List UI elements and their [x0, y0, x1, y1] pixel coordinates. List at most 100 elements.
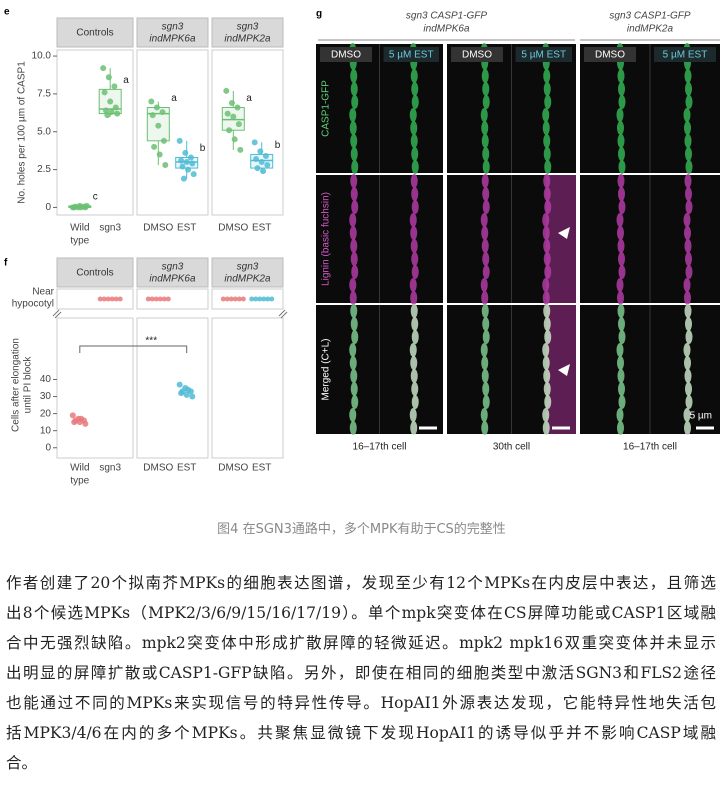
x-tick-label: DMSO — [143, 223, 173, 234]
data-point — [149, 112, 156, 119]
cell — [618, 330, 626, 344]
data-point — [69, 412, 76, 419]
y-axis-label: Cells after elongation — [11, 338, 22, 432]
cell — [616, 343, 624, 357]
condition-tag — [451, 47, 503, 62]
data-point — [185, 386, 192, 393]
cell — [349, 343, 357, 357]
cell — [411, 82, 419, 96]
cell — [543, 174, 551, 188]
cell — [617, 291, 624, 305]
text-line: 括MPK3/4/6在内的多个MPKs。共聚焦显微镜下发现HopAI1的诱导似乎并… — [6, 724, 716, 742]
y-tick-label: 20 — [40, 408, 52, 419]
cell — [618, 395, 626, 409]
near-hypocotyl-marker — [113, 296, 119, 302]
data-point — [231, 136, 238, 143]
cell — [685, 147, 692, 161]
cell-position: 16–17th cell — [353, 442, 407, 453]
cell — [482, 82, 490, 96]
data-point — [176, 381, 183, 388]
text-line: 出8个候选MPKs（MPK2/3/6/9/15/16/17/19）。单个mpk突… — [6, 604, 716, 622]
cell — [543, 382, 551, 396]
data-point — [72, 203, 79, 210]
condition-tag — [654, 47, 716, 62]
cell — [481, 69, 489, 83]
y-tick-label: 0 — [45, 442, 51, 453]
cell — [544, 395, 552, 409]
panel-label: g — [316, 9, 322, 20]
data-point — [234, 104, 241, 111]
x-tick-label: EST — [252, 463, 271, 474]
cell — [350, 382, 358, 396]
cell — [618, 160, 626, 174]
cell — [542, 121, 550, 135]
cell — [685, 317, 692, 331]
cell — [411, 330, 419, 344]
cell — [543, 147, 551, 161]
cell — [482, 382, 490, 396]
x-tick-label: EST — [177, 223, 196, 234]
data-point — [108, 109, 115, 116]
data-point — [264, 162, 271, 169]
near-hypocotyl-marker — [240, 296, 246, 302]
data-point — [258, 159, 265, 166]
significance-letter: c — [93, 192, 98, 203]
plot-area — [56, 317, 134, 459]
text-line: 出明显的屏障扩散或CASP1-GFP缺陷。另外，即使在相同的细胞类型中激活SGN… — [6, 664, 716, 682]
data-point — [257, 148, 264, 155]
cell — [618, 147, 625, 161]
cell — [410, 369, 418, 383]
cell — [482, 160, 490, 174]
data-point — [260, 168, 267, 175]
cell — [481, 304, 489, 318]
near-hypocotyl-marker — [228, 296, 234, 302]
cell — [543, 317, 551, 331]
cell — [542, 343, 550, 357]
y-tick-label: 10.0 — [32, 51, 52, 62]
facet-header — [211, 257, 284, 288]
row-label: Merged (C+L) — [321, 339, 332, 401]
axis-break — [52, 309, 62, 319]
data-point — [251, 139, 258, 146]
cell — [480, 108, 488, 122]
data-point — [237, 146, 244, 153]
y-tick-label: 7.5 — [37, 89, 51, 100]
condition-tag-label: DMSO — [462, 50, 492, 61]
condition-tag-label: 5 µM EST — [521, 50, 566, 61]
cell — [349, 421, 357, 435]
cell — [617, 239, 625, 253]
cell — [481, 134, 489, 148]
cell — [544, 265, 552, 279]
cell — [481, 421, 489, 435]
cell — [350, 187, 358, 201]
data-point — [153, 104, 160, 111]
cell — [350, 239, 358, 253]
cell — [411, 187, 419, 201]
x-tick-label: sgn3 — [99, 223, 121, 234]
cell — [618, 187, 625, 201]
cell — [684, 121, 691, 135]
cell — [411, 160, 419, 174]
data-point — [190, 171, 197, 178]
data-point — [72, 417, 79, 424]
cell — [685, 95, 693, 109]
y-tick-label: 2.5 — [37, 164, 51, 175]
cell — [410, 356, 418, 370]
cell — [410, 304, 418, 318]
row-label: CASP1-GFP — [321, 80, 332, 137]
cell — [350, 317, 358, 331]
cell — [616, 213, 624, 227]
near-hypocotyl-label: Near — [32, 287, 54, 298]
data-point — [224, 110, 231, 117]
cell — [410, 69, 418, 83]
cell — [482, 317, 490, 331]
cell — [542, 356, 550, 370]
cell — [618, 82, 625, 96]
near-hypocotyl-marker — [236, 296, 242, 302]
cell — [685, 265, 693, 279]
condition-tag — [515, 47, 572, 62]
cell — [410, 239, 418, 253]
condition-tag-label: 5 µM EST — [663, 50, 708, 61]
x-tick-label: EST — [177, 463, 196, 474]
